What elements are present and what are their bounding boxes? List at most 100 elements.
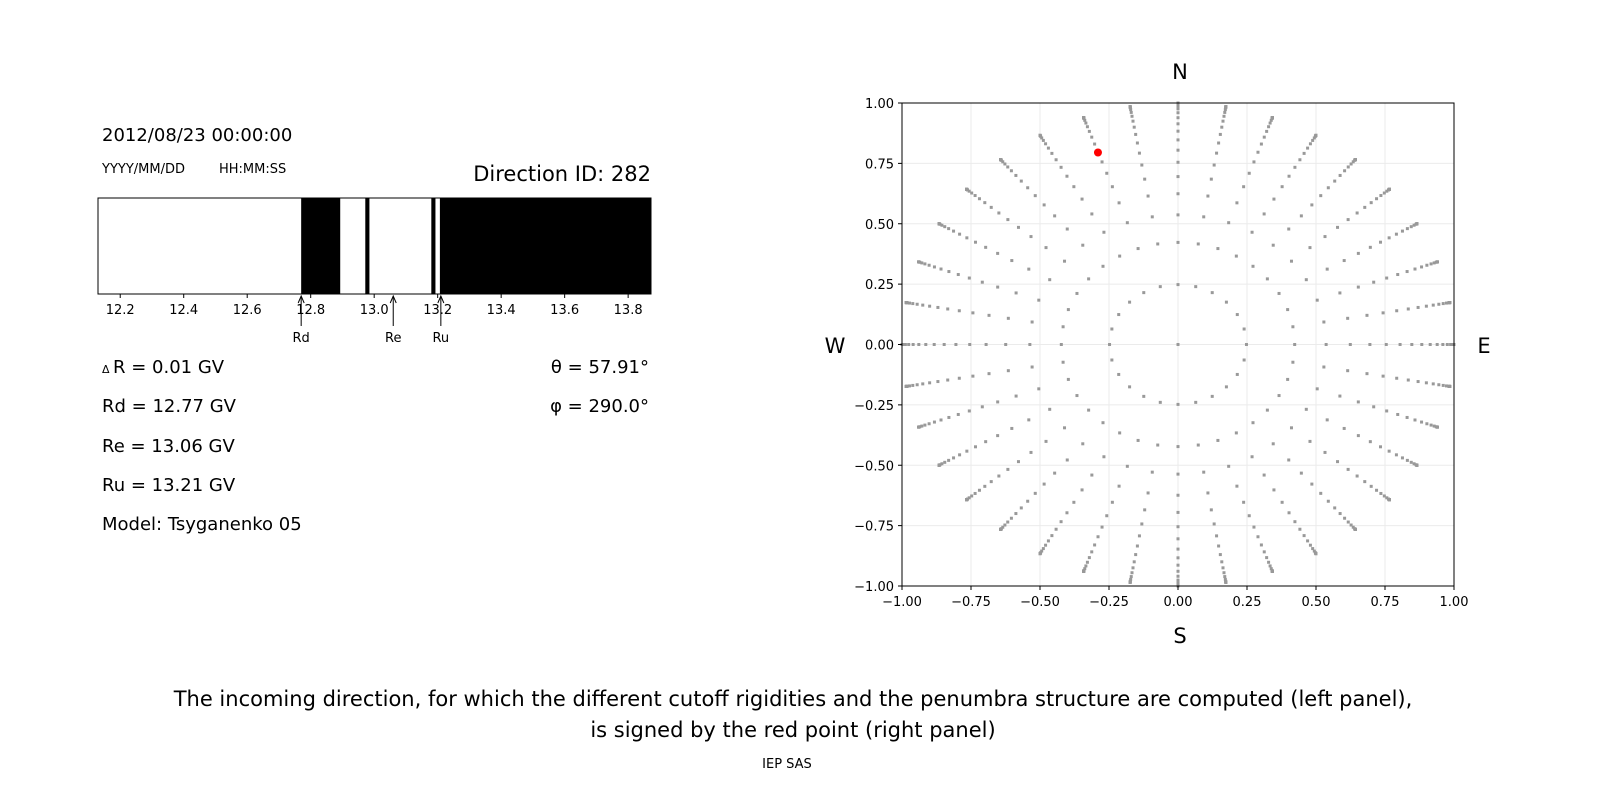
grid-point (1176, 213, 1180, 217)
grid-point (1216, 438, 1220, 442)
grid-point (1441, 343, 1445, 346)
grid-point (1286, 308, 1290, 312)
grid-point (1009, 169, 1013, 173)
grid-point (1242, 327, 1246, 331)
grid-point (1129, 110, 1133, 114)
time-format: HH:MM:SS (219, 162, 286, 177)
grid-point (1323, 450, 1327, 454)
y-tick-label: 1.00 (865, 97, 894, 112)
grid-point (1346, 316, 1350, 320)
grid-point (1308, 439, 1312, 443)
grid-point (957, 376, 961, 380)
grid-point (947, 227, 951, 231)
y-tick-label: 0.75 (865, 157, 894, 172)
grid-point (1322, 365, 1326, 369)
grid-point (1202, 470, 1206, 474)
grid-point (1286, 377, 1290, 381)
grid-point (942, 343, 946, 346)
grid-point (1102, 230, 1106, 234)
grid-point (1059, 343, 1063, 346)
grid-point (927, 422, 931, 426)
grid-point (1315, 298, 1319, 302)
grid-point (1033, 491, 1037, 495)
grid-point (1306, 539, 1310, 543)
grid-point (1280, 185, 1284, 189)
grid-point (1445, 343, 1449, 346)
grid-point (1363, 480, 1367, 484)
x-tick-label: 0.75 (1371, 595, 1400, 610)
grid-point (1100, 160, 1104, 164)
grid-point (943, 225, 947, 229)
x-tick-label: 13.2 (423, 303, 452, 318)
grid-point (1346, 218, 1350, 222)
grid-point (1221, 119, 1225, 123)
grid-point (921, 303, 925, 307)
grid-point (987, 372, 991, 376)
grid-point (1096, 535, 1100, 539)
grid-point (936, 380, 940, 384)
grid-point (1090, 212, 1094, 216)
grid-point (1176, 537, 1180, 541)
caption-line-1: The incoming direction, for which the di… (173, 687, 1413, 711)
grid-point (970, 494, 974, 498)
grid-point (1176, 563, 1180, 567)
grid-point (1026, 499, 1030, 503)
grid-point (1027, 418, 1031, 422)
grid-point (999, 158, 1003, 162)
grid-point (1324, 343, 1328, 346)
y-tick-label: −1.00 (854, 580, 894, 595)
grid-point (908, 301, 912, 305)
y-tick-label: −0.25 (854, 399, 894, 414)
grid-point (1252, 525, 1256, 529)
grid-point (1415, 463, 1419, 467)
grid-point (1409, 225, 1413, 229)
marker-label-re: Re (385, 331, 401, 346)
grid-point (1272, 197, 1276, 201)
grid-point (1085, 560, 1089, 564)
grid-point (1156, 443, 1160, 447)
grid-point (1194, 285, 1198, 289)
x-tick-label: 12.8 (296, 303, 325, 318)
grid-point (1218, 553, 1222, 557)
grid-point (973, 445, 977, 449)
model: Model: Tsyganenko 05 (102, 514, 302, 535)
grid-point (1382, 494, 1386, 498)
grid-point (1158, 285, 1162, 289)
grid-point (1428, 343, 1432, 346)
grid-point (1006, 165, 1010, 169)
grid-point (1256, 150, 1260, 154)
grid-point (1102, 455, 1106, 459)
grid-point (1227, 464, 1231, 468)
grid-point (1053, 471, 1057, 475)
grid-point (1394, 453, 1398, 457)
grid-point (1353, 527, 1357, 531)
grid-point (1326, 186, 1330, 190)
grid-point (1129, 108, 1133, 112)
grid-point (1072, 185, 1076, 189)
grid-point (980, 280, 984, 284)
grid-point (1311, 138, 1315, 142)
grid-point (940, 223, 944, 227)
grid-point (1041, 547, 1045, 551)
grid-point (1085, 125, 1089, 129)
grid-point (1065, 227, 1069, 231)
grid-point (1291, 325, 1295, 329)
grid-point (1234, 254, 1238, 258)
grid-point (1030, 320, 1034, 324)
grid-point (1293, 343, 1297, 346)
grid-point (1081, 442, 1085, 446)
grid-point (1006, 316, 1010, 320)
grid-point (1087, 408, 1091, 412)
grid-point (927, 263, 931, 267)
grid-point (1425, 422, 1429, 426)
grid-point (1287, 227, 1291, 231)
grid-point (1050, 151, 1054, 155)
grid-point (1224, 300, 1228, 304)
grid-point (1280, 500, 1284, 504)
grid-point (1110, 500, 1114, 504)
grid-point (1176, 445, 1180, 449)
grid-point (1424, 304, 1428, 308)
grid-point (1136, 247, 1140, 251)
x-tick-label: 12.4 (169, 303, 198, 318)
grid-point (1176, 107, 1180, 111)
